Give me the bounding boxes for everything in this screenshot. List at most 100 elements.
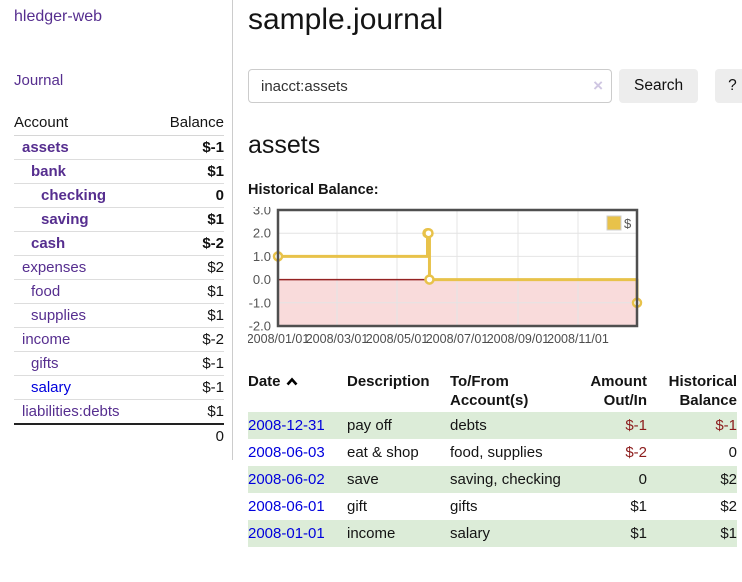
account-name-cell: bank: [14, 159, 153, 184]
search-input[interactable]: [248, 69, 612, 103]
account-heading: assets: [248, 131, 321, 159]
account-link[interactable]: assets: [22, 139, 69, 156]
transaction-amount: 0: [638, 471, 647, 488]
account-link[interactable]: gifts: [31, 355, 59, 372]
transaction-balance: $2: [720, 498, 737, 515]
account-row: cash $-2: [14, 231, 224, 256]
transaction-amount: $1: [630, 525, 647, 542]
account-name-cell: supplies: [14, 303, 153, 328]
date-column-header[interactable]: Date: [248, 370, 347, 412]
svg-text:2008/05/01: 2008/05/01: [366, 332, 429, 346]
account-balance: $-1: [152, 375, 224, 400]
svg-text:2008/07/01: 2008/07/01: [426, 332, 489, 346]
account-balance: $-1: [152, 351, 224, 376]
account-link[interactable]: expenses: [22, 259, 87, 276]
transaction-description: income: [347, 525, 396, 542]
accounts-total-row: 0: [14, 423, 224, 448]
transaction-date-cell: 2008-01-01: [248, 520, 347, 547]
account-link[interactable]: food: [31, 283, 61, 300]
account-link[interactable]: cash: [31, 235, 66, 252]
transaction-date-link[interactable]: 2008-06-02: [248, 471, 325, 488]
transaction-amount: $1: [630, 498, 647, 515]
account-name-cell: liabilities:debts: [14, 400, 153, 425]
transaction-accounts: gifts: [450, 498, 478, 515]
account-balance: $1: [152, 207, 224, 232]
search-input-wrap: ×: [248, 69, 612, 103]
app-brand-link[interactable]: hledger-web: [14, 8, 103, 25]
accounts-table: Account Balance assets $-1 bank $1 check…: [14, 111, 224, 448]
transaction-date-cell: 2008-12-31: [248, 412, 347, 439]
balance-column-header: Balance: [152, 111, 224, 136]
account-link[interactable]: supplies: [31, 307, 87, 324]
account-name-cell: gifts: [14, 351, 153, 376]
transaction-accounts: salary: [450, 525, 491, 542]
account-name-cell: income: [14, 327, 153, 352]
account-balance: $1: [152, 303, 224, 328]
account-row: liabilities:debts $1: [14, 400, 224, 425]
balance-chart: 3.0 2.0 1.0 0.0 -1.0 -2.02008/01/012008/03/01…: [248, 207, 643, 346]
svg-text:-2.0: -2.0: [249, 319, 271, 334]
account-link[interactable]: saving: [41, 211, 89, 228]
account-balance: $-2: [152, 231, 224, 256]
search-button[interactable]: Search: [619, 69, 699, 103]
account-name-cell: checking: [14, 183, 153, 208]
sidebar-item-journal[interactable]: Journal: [14, 72, 64, 89]
svg-text:1.0: 1.0: [253, 249, 271, 264]
account-name-cell: salary: [14, 375, 153, 400]
transaction-description: gift: [347, 498, 368, 515]
account-link[interactable]: bank: [31, 163, 67, 180]
transactions-table: Date Description To/From Account(s) Amou…: [248, 370, 737, 547]
transaction-date-link[interactable]: 2008-06-01: [248, 498, 325, 515]
chart-title: Historical Balance:: [248, 182, 379, 198]
transaction-date-cell: 2008-06-03: [248, 439, 347, 466]
description-column-header: Description: [347, 373, 430, 390]
historical-balance-column-header: Historical Balance: [668, 373, 737, 409]
transaction-date-cell: 2008-06-02: [248, 466, 347, 493]
transaction-amount: $-1: [625, 417, 647, 434]
svg-text:2008/03/01: 2008/03/01: [306, 332, 369, 346]
transaction-row: 2008-06-03 eat & shop food, supplies $-2…: [248, 439, 737, 466]
transaction-description: pay off: [347, 417, 392, 434]
svg-text:-1.0: -1.0: [249, 295, 271, 310]
transaction-date-link[interactable]: 2008-06-03: [248, 444, 325, 461]
transaction-date-link[interactable]: 2008-01-01: [248, 525, 325, 542]
account-row: salary $-1: [14, 375, 224, 400]
search-form: × Search ?: [248, 69, 742, 103]
sidebar: hledger-web Journal Account Balance asse…: [0, 0, 233, 460]
transaction-accounts: debts: [450, 417, 487, 434]
account-balance: $-1: [152, 135, 224, 160]
account-row: gifts $-1: [14, 351, 224, 376]
accounts-total-value: 0: [152, 423, 224, 448]
account-name-cell: saving: [14, 207, 153, 232]
account-balance: $1: [152, 159, 224, 184]
transaction-row: 2008-12-31 pay off debts $-1 $-1: [248, 412, 737, 439]
svg-text:2008/01/01: 2008/01/01: [248, 332, 309, 346]
account-row: income $-2: [14, 327, 224, 352]
svg-text:0.0: 0.0: [253, 272, 271, 287]
account-link[interactable]: checking: [41, 187, 107, 204]
transaction-balance: $1: [720, 525, 737, 542]
transaction-balance: $2: [720, 471, 737, 488]
page-title: sample.journal: [248, 3, 444, 36]
account-link[interactable]: salary: [31, 379, 72, 396]
transactions-table-body: 2008-12-31 pay off debts $-1 $-1 2008-06…: [248, 412, 737, 547]
clear-search-icon[interactable]: ×: [593, 76, 603, 95]
accounts-column-header: To/From Account(s): [450, 373, 529, 409]
transaction-description: save: [347, 471, 379, 488]
help-button[interactable]: ?: [715, 69, 742, 103]
transaction-description: eat & shop: [347, 444, 419, 461]
account-link[interactable]: liabilities:debts: [22, 403, 120, 420]
transaction-row: 2008-06-01 gift gifts $1 $2: [248, 493, 737, 520]
transaction-balance: $-1: [715, 417, 737, 434]
account-row: checking 0: [14, 183, 224, 208]
account-balance: $-2: [152, 327, 224, 352]
account-row: saving $1: [14, 207, 224, 232]
account-link[interactable]: income: [22, 331, 71, 348]
account-name-cell: assets: [14, 135, 153, 160]
account-balance: 0: [152, 183, 224, 208]
account-row: assets $-1: [14, 135, 224, 160]
transaction-row: 2008-06-02 save saving, checking 0 $2: [248, 466, 737, 493]
main-content: sample.journal × Search ? assets Histori…: [233, 0, 742, 567]
transaction-date-link[interactable]: 2008-12-31: [248, 417, 325, 434]
transaction-accounts: saving, checking: [450, 471, 561, 488]
